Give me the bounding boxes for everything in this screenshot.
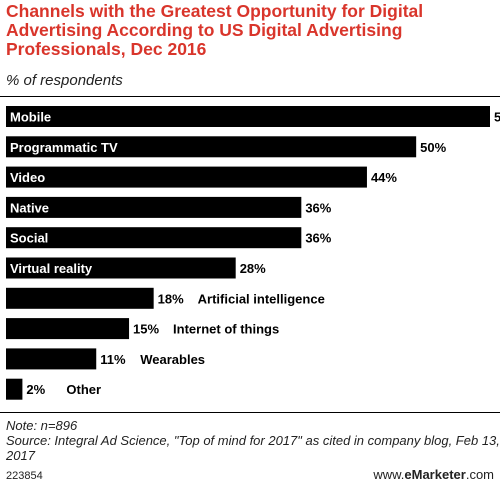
bar-other: [6, 378, 23, 400]
bar-programmatic-tv: [6, 136, 417, 158]
category-label-social: Social: [10, 231, 48, 246]
value-label-native: 36%: [305, 200, 331, 215]
top-divider: [0, 96, 500, 97]
category-label-virtual-reality: Virtual reality: [10, 261, 93, 276]
chart-title: Channels with the Greatest Opportunity f…: [6, 1, 424, 59]
category-label-artificial-intelligence: Artificial intelligence: [198, 291, 325, 306]
value-label-virtual-reality: 28%: [240, 261, 266, 276]
value-label-video: 44%: [371, 170, 397, 185]
bottom-divider: [0, 412, 500, 413]
category-label-other: Other: [66, 382, 101, 397]
category-label-internet-of-things: Internet of things: [173, 322, 279, 337]
bar-social: [6, 227, 302, 249]
value-label-internet-of-things: 15%: [133, 322, 159, 337]
bar-artificial-intelligence: [6, 287, 154, 309]
category-label-programmatic-tv: Programmatic TV: [10, 140, 118, 155]
note-text: Note: n=896: [6, 418, 78, 433]
category-label-wearables: Wearables: [140, 352, 205, 367]
value-label-programmatic-tv: 50%: [420, 140, 446, 155]
chart-notes: Note: n=896 Source: Integral Ad Science,…: [6, 418, 500, 463]
bar-native: [6, 196, 302, 218]
source-text: Source: Integral Ad Science, "Top of min…: [6, 433, 500, 463]
chart-id: 223854: [6, 470, 43, 482]
value-label-artificial-intelligence: 18%: [158, 291, 184, 306]
category-label-native: Native: [10, 200, 49, 215]
bar-virtual-reality: [6, 257, 236, 279]
bar-chart: 59% Mobile 50% Programmatic TV 44% Video 36% Na…: [6, 106, 500, 400]
value-label-wearables: 11%: [100, 352, 126, 367]
bar-mobile: [6, 106, 490, 127]
brand-logo[interactable]: www.eMarketer.com: [373, 467, 494, 482]
category-label-video: Video: [10, 170, 45, 185]
bar-video: [6, 166, 367, 188]
category-label-mobile: Mobile: [10, 110, 51, 125]
bar-wearables: [6, 348, 97, 370]
value-label-mobile: 59%: [494, 110, 500, 125]
value-label-social: 36%: [305, 231, 331, 246]
chart-subtitle: % of respondents: [6, 72, 123, 89]
bar-internet-of-things: [6, 318, 130, 340]
value-label-other: 2%: [26, 382, 45, 397]
